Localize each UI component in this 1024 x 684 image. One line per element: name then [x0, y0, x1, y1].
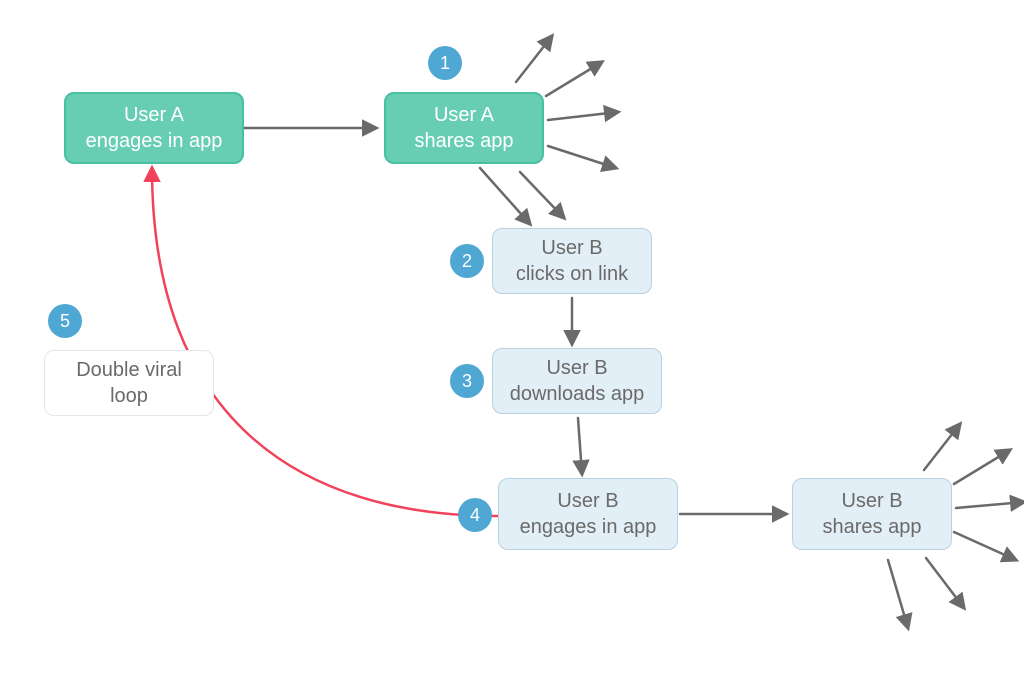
step-badge-3: 3 — [450, 364, 484, 398]
burst-nB4-ray-3 — [954, 532, 1016, 560]
node-nLoop: Double viralloop — [44, 350, 214, 416]
node-label: User Bclicks on link — [516, 235, 628, 287]
diagram-canvas: { "diagram": { "type": "flowchart", "bac… — [0, 0, 1024, 684]
node-label: User Bdownloads app — [510, 355, 645, 407]
step-badge-4: 4 — [458, 498, 492, 532]
node-label: User Aengages in app — [86, 102, 223, 154]
burst-nB4-ray-2 — [956, 502, 1024, 508]
node-nB1: User Bclicks on link — [492, 228, 652, 294]
node-label: Double viralloop — [76, 357, 182, 409]
step-badge-5: 5 — [48, 304, 82, 338]
burst-nA2-ray-2 — [548, 112, 618, 120]
node-nB2: User Bdownloads app — [492, 348, 662, 414]
burst-nA2-ray-4 — [520, 172, 564, 218]
burst-nA2-ray-3 — [548, 146, 616, 168]
edge-loop — [152, 168, 498, 516]
edge-e4 — [578, 418, 582, 474]
burst-nA2-ray-1 — [546, 62, 602, 96]
step-badge-2: 2 — [450, 244, 484, 278]
node-nA2: User Ashares app — [384, 92, 544, 164]
node-label: User Ashares app — [415, 102, 514, 154]
burst-nB4-ray-5 — [888, 560, 908, 628]
burst-nA2-ray-0 — [516, 36, 552, 82]
node-nB4: User Bshares app — [792, 478, 952, 550]
edge-e2 — [480, 168, 530, 224]
node-nB3: User Bengages in app — [498, 478, 678, 550]
burst-nB4-ray-0 — [924, 424, 960, 470]
burst-nB4-ray-1 — [954, 450, 1010, 484]
node-label: User Bengages in app — [520, 488, 657, 540]
node-nA1: User Aengages in app — [64, 92, 244, 164]
node-label: User Bshares app — [823, 488, 922, 540]
burst-nB4-ray-4 — [926, 558, 964, 608]
step-badge-1: 1 — [428, 46, 462, 80]
